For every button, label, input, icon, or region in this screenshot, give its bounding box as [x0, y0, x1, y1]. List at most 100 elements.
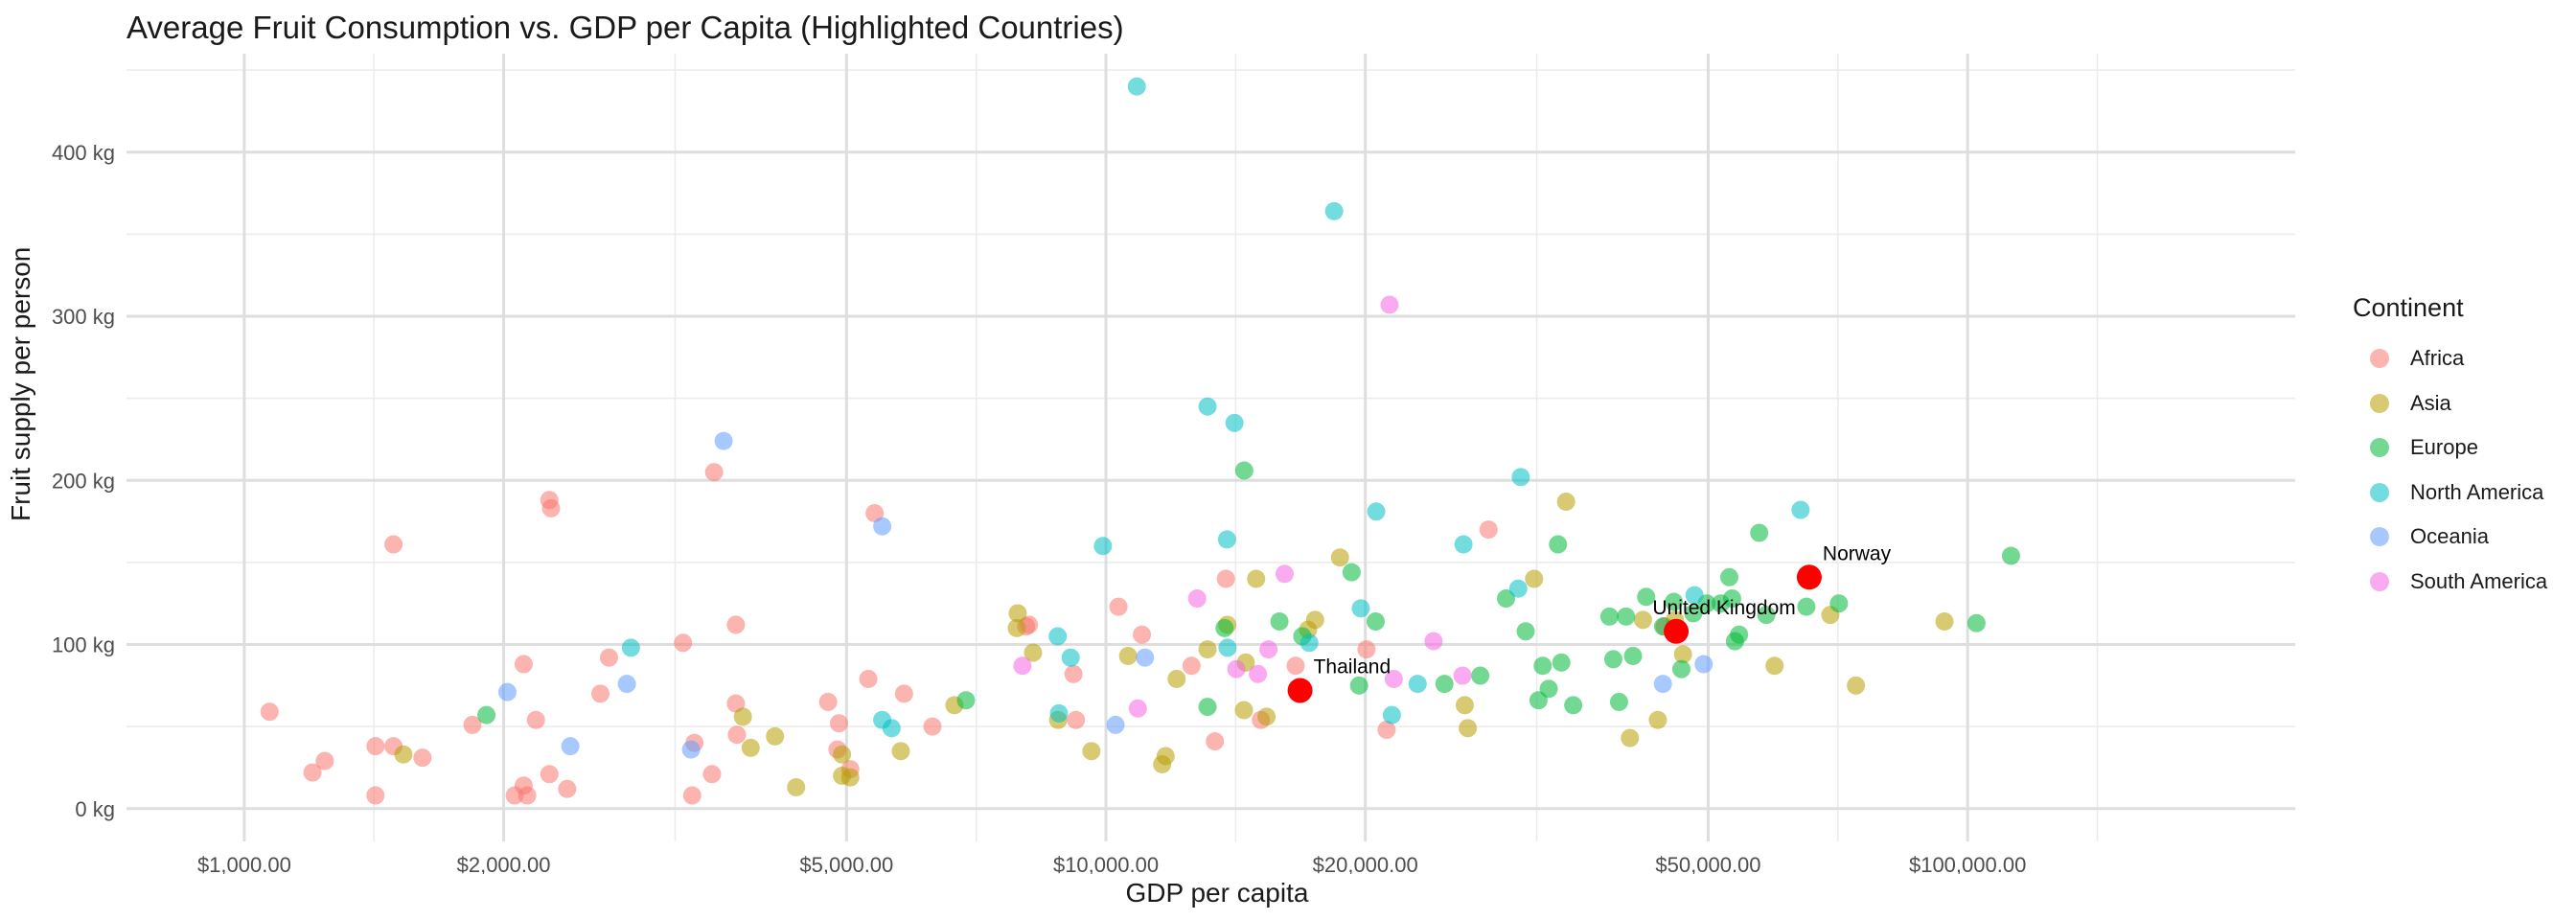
x-tick-label: $1,000.00 — [197, 853, 291, 874]
point-europe — [956, 691, 976, 710]
y-tick-label: 100 kg — [52, 633, 115, 657]
point-asia — [833, 745, 852, 764]
point-north-america — [1508, 579, 1528, 598]
point-africa — [818, 692, 838, 711]
point-north-america — [621, 638, 640, 657]
point-north-america — [1351, 599, 1370, 618]
point-asia — [1459, 719, 1478, 738]
point-south-america — [1128, 699, 1147, 718]
point-africa — [923, 717, 942, 736]
point-oceania — [1653, 675, 1672, 694]
point-oceania — [1136, 648, 1155, 667]
point-north-america — [1324, 201, 1344, 220]
legend-item-africa: Africa — [2353, 336, 2547, 381]
legend: Continent Africa Asia Europe North Ameri… — [2353, 293, 2547, 604]
point-south-america — [1275, 564, 1294, 584]
point-europe — [1599, 607, 1619, 626]
point-asia — [1198, 640, 1217, 659]
point-africa — [1286, 656, 1305, 676]
point-asia — [1621, 728, 1640, 748]
highlight-point-thailand — [1287, 678, 1313, 703]
highlight-point-united-kingdom — [1664, 618, 1690, 644]
highlight-label-norway: Norway — [1823, 542, 1892, 564]
point-africa — [384, 535, 403, 554]
point-africa — [1479, 520, 1498, 540]
point-north-america — [1685, 586, 1704, 605]
point-oceania — [1694, 655, 1714, 674]
legend-swatch-europe — [2370, 438, 2389, 458]
point-north-america — [1225, 413, 1244, 432]
x-tick-label: $100,000.00 — [1909, 853, 2026, 874]
point-north-america — [1300, 633, 1319, 653]
point-asia — [1330, 548, 1349, 567]
point-oceania — [1106, 715, 1125, 734]
legend-item-asia: Asia — [2353, 381, 2547, 426]
data-points — [260, 77, 2020, 805]
point-africa — [526, 710, 545, 729]
point-asia — [394, 745, 413, 764]
point-europe — [1637, 587, 1656, 607]
point-europe — [1516, 622, 1535, 641]
point-europe — [1471, 666, 1490, 685]
chart-title: Average Fruit Consumption vs. GDP per Ca… — [126, 10, 1124, 45]
point-south-america — [1380, 295, 1399, 314]
point-europe — [1609, 692, 1628, 711]
point-europe — [1730, 625, 1749, 644]
point-africa — [727, 725, 747, 745]
point-africa — [558, 779, 577, 798]
x-tick-label: $5,000.00 — [799, 853, 893, 874]
point-africa — [260, 702, 279, 722]
point-asia — [1673, 645, 1692, 664]
x-tick-label: $2,000.00 — [457, 853, 551, 874]
highlighted-points: Thailand United Kingdom Norway — [1287, 542, 1892, 703]
point-south-america — [1013, 656, 1032, 676]
point-africa — [702, 765, 722, 784]
point-africa — [366, 737, 385, 756]
point-north-america — [1093, 537, 1113, 556]
y-tick-label: 200 kg — [52, 469, 115, 493]
point-africa — [1357, 640, 1376, 659]
point-asia — [1024, 643, 1043, 662]
point-europe — [1750, 523, 1769, 542]
x-tick-label: $50,000.00 — [1655, 853, 1760, 874]
point-oceania — [714, 431, 733, 450]
point-africa — [514, 655, 533, 674]
point-europe — [1719, 567, 1738, 586]
point-africa — [413, 748, 432, 768]
legend-swatch-oceania — [2370, 527, 2389, 547]
point-north-america — [1048, 627, 1068, 646]
point-europe — [1966, 613, 1986, 632]
point-oceania — [497, 682, 517, 702]
legend-swatch-south-america — [2370, 571, 2389, 591]
point-north-america — [1061, 648, 1080, 667]
y-tick-label: 300 kg — [52, 305, 115, 329]
point-africa — [1064, 664, 1083, 683]
point-asia — [766, 726, 785, 746]
point-asia — [1082, 742, 1101, 761]
point-north-america — [1367, 502, 1386, 521]
point-africa — [1133, 625, 1152, 644]
point-europe — [1665, 592, 1684, 611]
point-africa — [541, 498, 561, 518]
point-asia — [1633, 610, 1652, 630]
point-europe — [1497, 589, 1516, 609]
legend-swatch-asia — [2370, 393, 2389, 413]
point-asia — [1648, 710, 1668, 729]
point-africa — [704, 463, 724, 482]
legend-label-africa: Africa — [2410, 346, 2465, 371]
point-europe — [1797, 597, 1816, 616]
point-africa — [303, 763, 322, 782]
point-asia — [1257, 707, 1276, 726]
point-africa — [463, 715, 482, 734]
point-africa — [1067, 710, 1086, 729]
highlight-point-norway — [1796, 564, 1822, 590]
point-asia — [891, 742, 910, 761]
point-oceania — [561, 737, 580, 756]
point-africa — [1206, 732, 1225, 751]
x-tick-label: $20,000.00 — [1313, 853, 1418, 874]
point-africa — [682, 786, 702, 805]
point-europe — [1215, 618, 1234, 637]
point-oceania — [873, 517, 892, 536]
legend-swatch-north-america — [2370, 482, 2389, 502]
point-north-america — [1217, 530, 1236, 549]
